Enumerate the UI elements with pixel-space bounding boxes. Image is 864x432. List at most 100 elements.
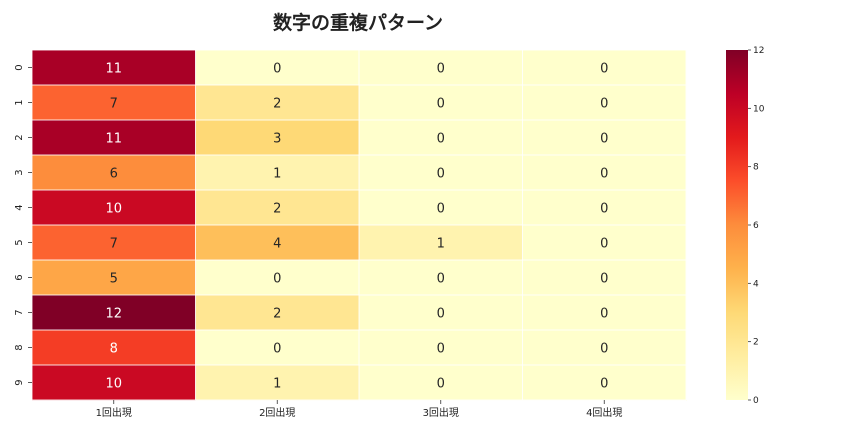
- x-tick-label: 1回出現: [96, 406, 132, 419]
- heatmap-cell: [522, 155, 687, 191]
- cell-value-label: 0: [437, 307, 445, 322]
- heatmap-cell: [359, 365, 523, 401]
- cell-value-label: 7: [110, 97, 118, 112]
- heatmap-cell: [522, 260, 687, 296]
- cell-value-label: 0: [600, 342, 608, 357]
- x-tick-label: 3回出現: [423, 406, 459, 419]
- colorbar-tick-label: 4: [753, 279, 759, 289]
- y-axis-ticks: 0 1 2 3 4 5 6 7 8 9: [14, 64, 32, 386]
- heatmap-cell: [359, 295, 523, 331]
- y-tick-label: 6: [14, 274, 25, 280]
- heatmap-cell: [32, 85, 196, 121]
- heatmap-cell: [195, 365, 360, 401]
- heatmap-cell: [359, 85, 523, 121]
- cell-value-label: 0: [273, 272, 281, 287]
- cell-value-label: 0: [437, 132, 445, 147]
- cell-value-label: 0: [600, 132, 608, 147]
- y-tick-label: 9: [14, 379, 25, 385]
- y-tick-label: 2: [14, 134, 25, 140]
- heatmap-cell: [359, 330, 523, 366]
- heatmap-cell: [359, 120, 523, 156]
- heatmap-cell: [195, 85, 360, 121]
- heatmap-cell: [522, 295, 687, 331]
- heatmap-cell: [359, 260, 523, 296]
- cell-value-label: 11: [105, 132, 122, 147]
- cell-value-label: 0: [437, 97, 445, 112]
- heatmap-cell: [522, 85, 687, 121]
- y-tick-label: 8: [14, 344, 25, 350]
- y-tick-label: 4: [14, 204, 25, 210]
- cell-value-label: 0: [437, 202, 445, 217]
- heatmap-cell: [195, 120, 360, 156]
- x-tick-label: 2回出現: [259, 406, 295, 419]
- cell-value-label: 1: [273, 377, 281, 392]
- cell-value-label: 0: [600, 62, 608, 77]
- cell-value-label: 10: [105, 377, 122, 392]
- cell-annotations: 11 0 0 07 2 0 011 3 0 06 1 0 010 2 0 07 4 1 05 0 0 012 2 0 08 0 0 0…: [105, 62, 608, 392]
- x-tick-label: 4回出現: [586, 406, 622, 419]
- cell-value-label: 11: [105, 62, 122, 77]
- cell-value-label: 0: [437, 272, 445, 287]
- heatmap-cell: [522, 365, 687, 401]
- heatmap-cell: [195, 225, 360, 261]
- cell-value-label: 2: [273, 97, 281, 112]
- heatmap-cell: [32, 225, 196, 261]
- heatmap-cell: [195, 50, 360, 86]
- cell-value-label: 8: [110, 342, 118, 357]
- heatmap-cell: [195, 295, 360, 331]
- cell-value-label: 0: [273, 62, 281, 77]
- heatmap-cell: [32, 260, 196, 296]
- heatmap-cell: [32, 365, 196, 401]
- colorbar-tick-label: 2: [753, 338, 759, 348]
- cell-value-label: 0: [600, 202, 608, 217]
- colorbar-tick-label: 12: [753, 46, 764, 56]
- cell-value-label: 7: [110, 237, 118, 252]
- heatmap-cell: [522, 120, 687, 156]
- cell-value-label: 0: [437, 342, 445, 357]
- cell-value-label: 3: [273, 132, 281, 147]
- cell-value-label: 0: [600, 97, 608, 112]
- cell-value-label: 12: [105, 307, 122, 322]
- colorbar-tick-label: 8: [753, 163, 759, 173]
- colorbar-tick-label: 10: [753, 104, 765, 114]
- y-tick-label: 3: [14, 169, 25, 175]
- heatmap-cell: [359, 225, 523, 261]
- cell-value-label: 0: [600, 307, 608, 322]
- heatmap-cell: [32, 295, 196, 331]
- heatmap-cell: [195, 330, 360, 366]
- cell-value-label: 2: [273, 202, 281, 217]
- cell-value-label: 4: [273, 237, 281, 252]
- cell-value-label: 0: [600, 237, 608, 252]
- heatmap-cell: [522, 190, 687, 226]
- heatmap-cell: [32, 190, 196, 226]
- colorbar: 0 2 4 6 8 10 12: [726, 46, 765, 406]
- y-tick-label: 7: [14, 309, 25, 315]
- heatmap-cell: [359, 190, 523, 226]
- y-tick-label: 5: [14, 239, 25, 245]
- heatmap-cell: [32, 120, 196, 156]
- heatmap-cell: [522, 225, 687, 261]
- cell-value-label: 10: [105, 202, 122, 217]
- colorbar-gradient: [726, 50, 748, 400]
- heatmap-cell: [32, 155, 196, 191]
- cell-value-label: 1: [273, 167, 281, 182]
- cell-value-label: 0: [437, 167, 445, 182]
- cell-value-label: 0: [437, 377, 445, 392]
- grid-lines: [31, 49, 687, 401]
- heatmap-cell: [522, 50, 687, 86]
- heatmap-cells: [32, 50, 687, 401]
- cell-value-label: 0: [600, 272, 608, 287]
- cell-value-label: 0: [273, 342, 281, 357]
- cell-value-label: 0: [437, 62, 445, 77]
- heatmap-cell: [32, 330, 196, 366]
- y-tick-label: 0: [14, 64, 25, 70]
- heatmap-cell: [195, 260, 360, 296]
- y-tick-label: 1: [14, 99, 25, 105]
- heatmap-cell: [359, 50, 523, 86]
- heatmap-cell: [195, 190, 360, 226]
- colorbar-tick-label: 6: [753, 221, 759, 231]
- heatmap-cell: [522, 330, 687, 366]
- heatmap-cell: [195, 155, 360, 191]
- chart-title: 数字の重複パターン: [273, 11, 443, 34]
- colorbar-tick-label: 0: [753, 396, 759, 406]
